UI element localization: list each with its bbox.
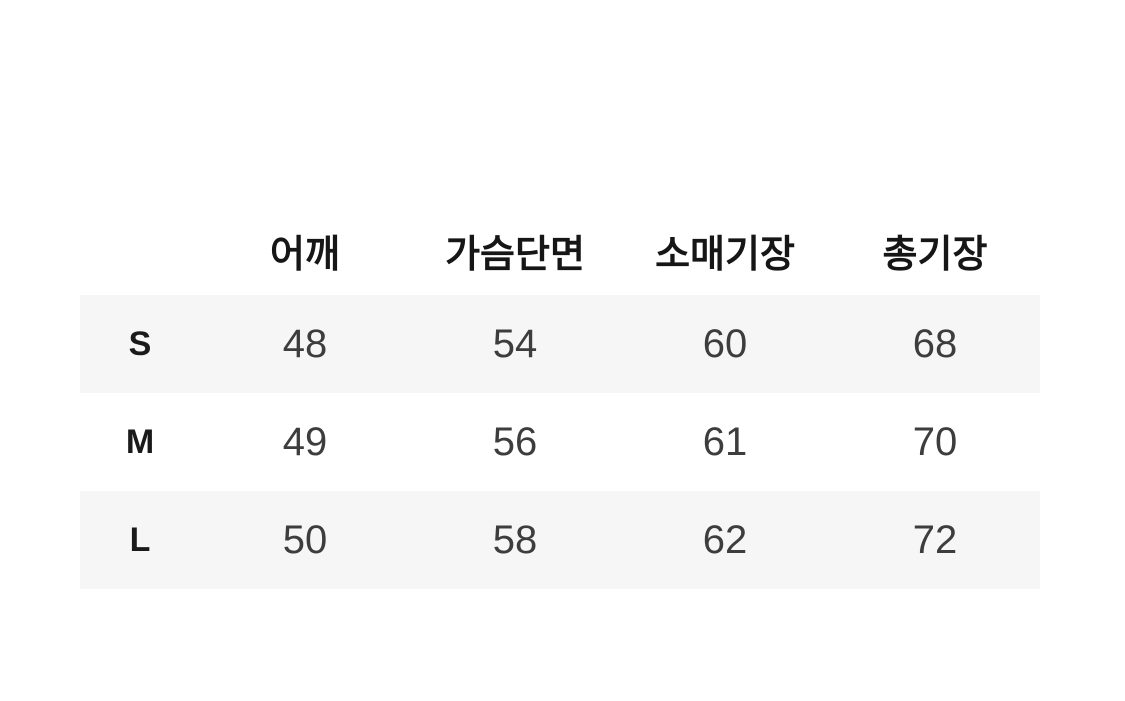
- measurement-value: 60: [620, 295, 830, 393]
- table-row: S 48 54 60 68: [80, 295, 1040, 393]
- measurement-value: 48: [200, 295, 410, 393]
- measurement-value: 68: [830, 295, 1040, 393]
- measurement-value: 70: [830, 393, 1040, 491]
- column-header: 가슴단면: [410, 205, 620, 295]
- column-header: 소매기장: [620, 205, 830, 295]
- measurement-value: 61: [620, 393, 830, 491]
- column-header: 어깨: [200, 205, 410, 295]
- size-table: 어깨 가슴단면 소매기장 총기장 S 48 54 60 68 M 49 56 61 70 L 50 58 62 7…: [80, 205, 1040, 589]
- measurement-value: 56: [410, 393, 620, 491]
- measurement-value: 50: [200, 491, 410, 589]
- header-row: 어깨 가슴단면 소매기장 총기장: [80, 205, 1040, 295]
- size-chart: 어깨 가슴단면 소매기장 총기장 S 48 54 60 68 M 49 56 61 70 L 50 58 62 7…: [80, 205, 1040, 589]
- size-label: M: [80, 393, 200, 491]
- measurement-value: 72: [830, 491, 1040, 589]
- corner-header-cell: [80, 205, 200, 295]
- measurement-value: 58: [410, 491, 620, 589]
- measurement-value: 62: [620, 491, 830, 589]
- size-table-body: S 48 54 60 68 M 49 56 61 70 L 50 58 62 72: [80, 295, 1040, 589]
- column-header: 총기장: [830, 205, 1040, 295]
- measurement-value: 54: [410, 295, 620, 393]
- measurement-value: 49: [200, 393, 410, 491]
- size-label: S: [80, 295, 200, 393]
- size-label: L: [80, 491, 200, 589]
- table-row: L 50 58 62 72: [80, 491, 1040, 589]
- table-row: M 49 56 61 70: [80, 393, 1040, 491]
